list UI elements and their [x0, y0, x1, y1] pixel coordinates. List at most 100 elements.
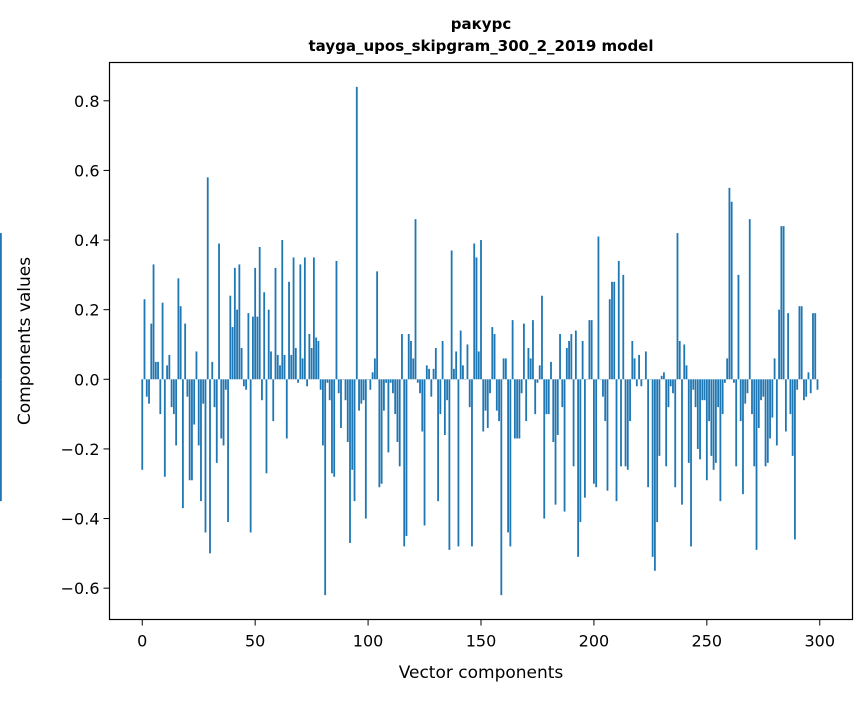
bar — [412, 358, 414, 379]
bar — [792, 379, 794, 456]
bar — [489, 379, 491, 393]
bar — [509, 379, 511, 546]
bar — [141, 379, 143, 470]
bar — [166, 365, 168, 379]
bar — [236, 310, 238, 380]
bar — [584, 379, 586, 497]
bar — [668, 379, 670, 407]
bar — [424, 379, 426, 525]
bar — [769, 379, 771, 438]
bar — [661, 376, 663, 379]
bar — [388, 379, 390, 452]
bar — [180, 306, 182, 379]
bar — [805, 379, 807, 396]
bar — [715, 379, 717, 463]
bar — [471, 379, 473, 546]
bar — [155, 362, 157, 379]
bar — [704, 379, 706, 400]
bar — [774, 358, 776, 379]
bar — [419, 379, 421, 393]
bar — [159, 379, 161, 414]
bar — [570, 334, 572, 379]
bar — [214, 379, 216, 407]
bar — [263, 292, 265, 379]
bar — [625, 379, 627, 466]
bar — [552, 379, 554, 442]
bar — [243, 379, 245, 386]
bar — [706, 379, 708, 480]
bar — [308, 334, 310, 379]
bar — [428, 369, 430, 379]
bar — [518, 379, 520, 438]
bar — [410, 341, 412, 379]
bar — [776, 379, 778, 445]
bar — [620, 379, 622, 466]
bar — [537, 379, 539, 382]
bar — [724, 379, 726, 382]
bar — [399, 379, 401, 466]
bar — [525, 379, 527, 421]
bar — [498, 379, 500, 421]
bar — [810, 379, 812, 393]
bar — [417, 379, 419, 382]
bar — [708, 379, 710, 421]
bar — [817, 379, 819, 389]
bar — [220, 379, 222, 438]
bar — [0, 233, 2, 379]
bar — [189, 379, 191, 480]
x-tick-label: 250 — [692, 632, 723, 651]
bar — [322, 379, 324, 445]
bar — [729, 188, 731, 379]
bar — [421, 379, 423, 431]
bar — [480, 240, 482, 379]
bar — [622, 275, 624, 379]
bar — [458, 379, 460, 546]
bar — [652, 379, 654, 557]
bar — [476, 257, 478, 379]
bar — [200, 379, 202, 501]
bar — [469, 379, 471, 407]
bar — [234, 268, 236, 379]
bar — [672, 379, 674, 393]
bar — [467, 344, 469, 379]
bar — [521, 379, 523, 393]
bar — [740, 379, 742, 421]
bar — [162, 303, 164, 380]
bar — [153, 264, 155, 379]
bar — [406, 379, 408, 536]
bar — [374, 358, 376, 379]
bar — [277, 355, 279, 379]
bar — [670, 379, 672, 386]
bar — [677, 233, 679, 379]
bar — [397, 379, 399, 442]
y-axis-label: Components values — [15, 257, 35, 425]
bar — [686, 365, 688, 379]
bar — [532, 320, 534, 379]
bar — [659, 379, 661, 456]
bar — [408, 334, 410, 379]
bar — [227, 379, 229, 522]
bar — [719, 379, 721, 501]
bar — [225, 379, 227, 389]
bar — [284, 355, 286, 379]
y-tick-label: 0.6 — [74, 161, 99, 180]
bar — [679, 341, 681, 379]
bar — [439, 379, 441, 414]
y-tick-label: 0.2 — [74, 301, 99, 320]
bar — [385, 379, 387, 382]
bar — [701, 379, 703, 400]
x-tick-label: 150 — [466, 632, 497, 651]
bar — [618, 261, 620, 379]
bar — [568, 341, 570, 379]
bar — [288, 282, 290, 379]
bar — [266, 379, 268, 473]
x-tick-label: 0 — [137, 632, 147, 651]
bar — [338, 379, 340, 393]
bar — [250, 379, 252, 532]
bar — [640, 379, 642, 386]
bar — [595, 379, 597, 487]
bar — [306, 379, 308, 386]
